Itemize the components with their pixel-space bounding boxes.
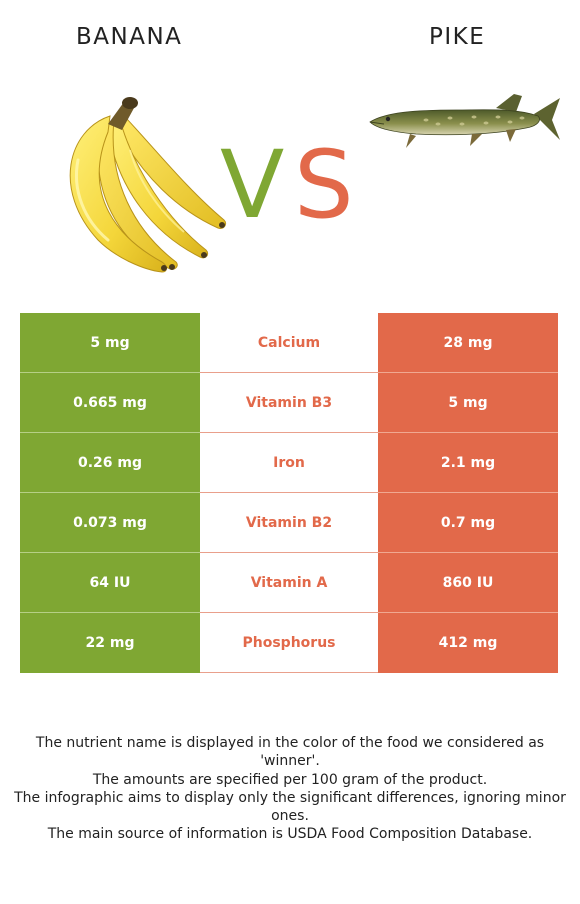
pike-fish-image: [369, 94, 560, 148]
right-value: 0.7 mg: [378, 492, 558, 553]
nutrient-name: Iron: [200, 432, 378, 493]
right-value: 28 mg: [378, 313, 558, 373]
nutrient-name: Calcium: [200, 313, 378, 373]
banana-image: [69, 97, 227, 273]
nutrient-name: Vitamin B2: [200, 492, 378, 553]
nutrient-row: 64 IU Vitamin A 860 IU: [20, 552, 558, 613]
nutrient-name: Vitamin B3: [200, 372, 378, 433]
nutrient-row: 22 mg Phosphorus 412 mg: [20, 612, 558, 673]
nutrient-row: 0.665 mg Vitamin B3 5 mg: [20, 372, 558, 433]
left-value: 5 mg: [20, 313, 200, 373]
right-value: 412 mg: [378, 612, 558, 673]
nutrient-comparison-table: 5 mg Calcium 28 mg 0.665 mg Vitamin B3 5 mg 0.…: [20, 313, 558, 673]
right-value: 5 mg: [378, 372, 558, 433]
right-value: 2.1 mg: [378, 432, 558, 493]
footnote-amounts: The amounts are specified per 100 gram o…: [92, 771, 488, 788]
right-value: 860 IU: [378, 552, 558, 613]
left-food-title: BANANA: [76, 24, 183, 50]
left-value: 22 mg: [20, 612, 200, 673]
right-food-title: PIKE: [429, 24, 486, 50]
footnote-source: The main source of information is USDA F…: [47, 826, 533, 843]
nutrient-name: Vitamin A: [200, 552, 378, 613]
nutrient-name: Phosphorus: [200, 612, 378, 673]
left-value: 64 IU: [20, 552, 200, 613]
footnotes: The nutrient name is displayed in the co…: [14, 734, 566, 844]
nutrient-row: 5 mg Calcium 28 mg: [20, 313, 558, 373]
left-value: 0.073 mg: [20, 492, 200, 553]
vs-letter-v: V: [220, 131, 285, 240]
nutrient-row: 0.26 mg Iron 2.1 mg: [20, 432, 558, 493]
footnote-winner: The nutrient name is displayed in the co…: [35, 735, 545, 770]
vs-letter-s: S: [294, 131, 354, 240]
left-value: 0.26 mg: [20, 432, 200, 493]
nutrient-row: 0.073 mg Vitamin B2 0.7 mg: [20, 492, 558, 553]
footnote-differences: The infographic aims to display only the…: [14, 789, 566, 825]
left-value: 0.665 mg: [20, 372, 200, 433]
